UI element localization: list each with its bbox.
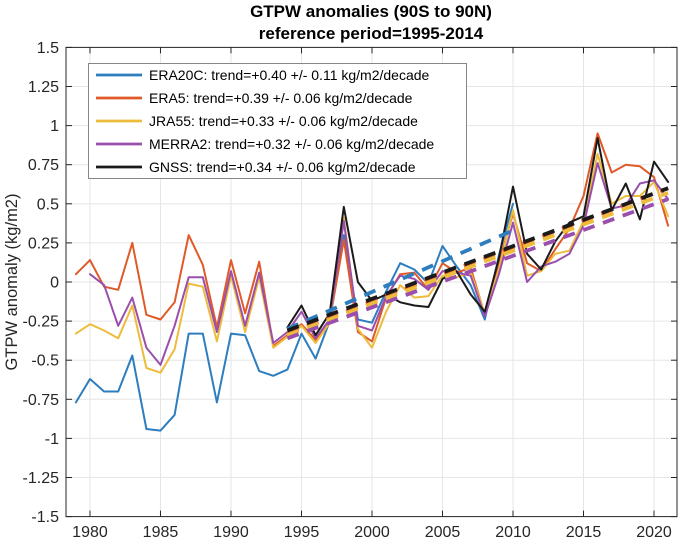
- series-line-era20c: [74, 202, 514, 432]
- x-tick-label: 2000: [354, 524, 390, 541]
- x-tick-label: 1995: [284, 524, 320, 541]
- legend-item-label: MERRA2: trend=+0.32 +/- 0.06 kg/m2/decad…: [149, 136, 434, 152]
- x-tick-label: 1985: [143, 524, 179, 541]
- series-line-jra55: [74, 152, 670, 374]
- legend-item-label: GNSS: trend=+0.34 +/- 0.06 kg/m2/decade: [149, 159, 416, 175]
- y-tick-label: 0.5: [37, 196, 59, 213]
- trend-line-gnss-trend: [286, 186, 669, 333]
- trend-dashed-lines: [286, 186, 669, 341]
- series-line-gnss: [286, 137, 670, 337]
- y-tick-label: 1.25: [28, 79, 59, 96]
- y-tick-label: 1.5: [37, 40, 59, 57]
- y-axis-label: GTPW anomaly (kg/m2): [3, 194, 21, 371]
- trend-line-era20c-trend: [286, 228, 514, 331]
- x-tick-label: 1990: [213, 524, 249, 541]
- series-line-merra2: [89, 162, 670, 366]
- axis-ticks: [66, 46, 677, 518]
- chart-title-line2: reference period=1995-2014: [259, 24, 484, 43]
- chart-title-line1: GTPW anomalies (90S to 90N): [250, 2, 492, 21]
- axis-tick-labels: 1980 1985 1990 1995 2000 2005 2010 2015 2020 1.5 1…: [23, 40, 672, 541]
- y-tick-label: -0.5: [31, 353, 59, 370]
- trend-line-jra55-trend: [286, 191, 669, 337]
- legend-item-label: ERA20C: trend=+0.40 +/- 0.11 kg/m2/decad…: [149, 67, 430, 83]
- legend-box: [88, 63, 467, 179]
- y-tick-label: 0.75: [28, 157, 59, 174]
- y-tick-label: -0.75: [23, 392, 60, 409]
- x-tick-label: 2020: [636, 524, 672, 541]
- y-tick-label: -1: [45, 431, 59, 448]
- trend-line-merra2-trend: [286, 197, 669, 341]
- y-tick-label: 0.25: [28, 235, 59, 252]
- x-tick-label: 2005: [425, 524, 461, 541]
- y-tick-label: 0: [50, 275, 59, 292]
- legend: ERA20C: trend=+0.40 +/- 0.11 kg/m2/decad…: [88, 63, 467, 179]
- y-tick-label: -1.5: [31, 509, 59, 526]
- legend-item-label: ERA5: trend=+0.39 +/- 0.06 kg/m2/decade: [149, 90, 413, 106]
- y-tick-label: -0.25: [23, 314, 60, 331]
- x-tick-label: 2015: [566, 524, 602, 541]
- y-tick-label: 1: [50, 118, 59, 135]
- x-tick-label: 1980: [72, 524, 108, 541]
- x-tick-label: 2010: [495, 524, 531, 541]
- y-tick-label: -1.25: [23, 470, 60, 487]
- legend-item-label: JRA55: trend=+0.33 +/- 0.06 kg/m2/decade: [149, 113, 418, 129]
